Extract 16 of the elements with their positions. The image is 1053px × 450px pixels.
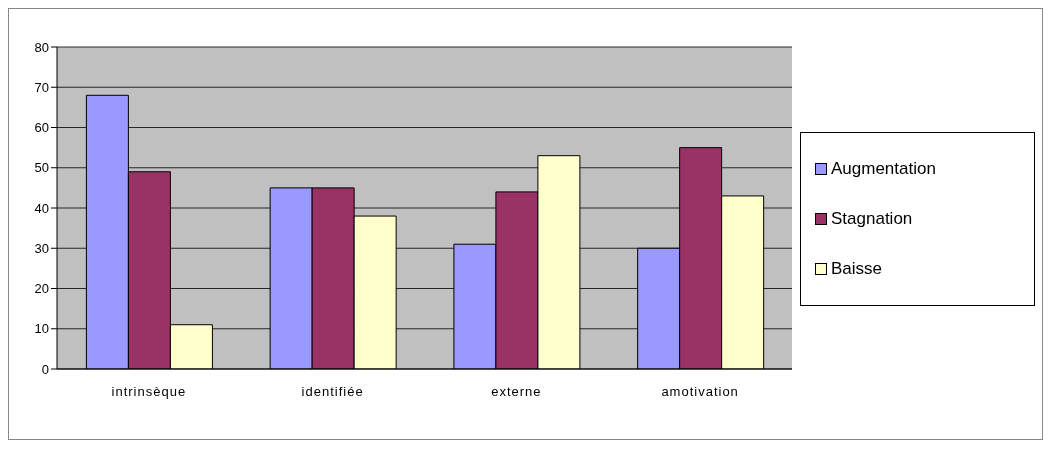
y-tick-label: 70: [34, 79, 49, 95]
y-tick-label: 50: [34, 160, 49, 176]
x-tick-label: intrinsèque: [111, 384, 187, 400]
legend-label: Stagnation: [831, 209, 913, 229]
y-tick-label: 10: [34, 321, 49, 337]
x-tick-label: amotivation: [661, 384, 739, 400]
y-tick-label: 40: [34, 200, 49, 216]
y-tick-label: 20: [34, 281, 49, 297]
legend-label: Baisse: [831, 259, 883, 279]
x-tick-label: identifiée: [301, 384, 364, 400]
legend-label: Augmentation: [831, 159, 936, 179]
y-tick-label: 80: [34, 39, 49, 55]
y-tick-label: 60: [34, 120, 49, 136]
y-tick-label: 30: [34, 240, 49, 256]
y-tick-label: 0: [41, 361, 49, 377]
x-tick-label: externe: [491, 384, 542, 400]
